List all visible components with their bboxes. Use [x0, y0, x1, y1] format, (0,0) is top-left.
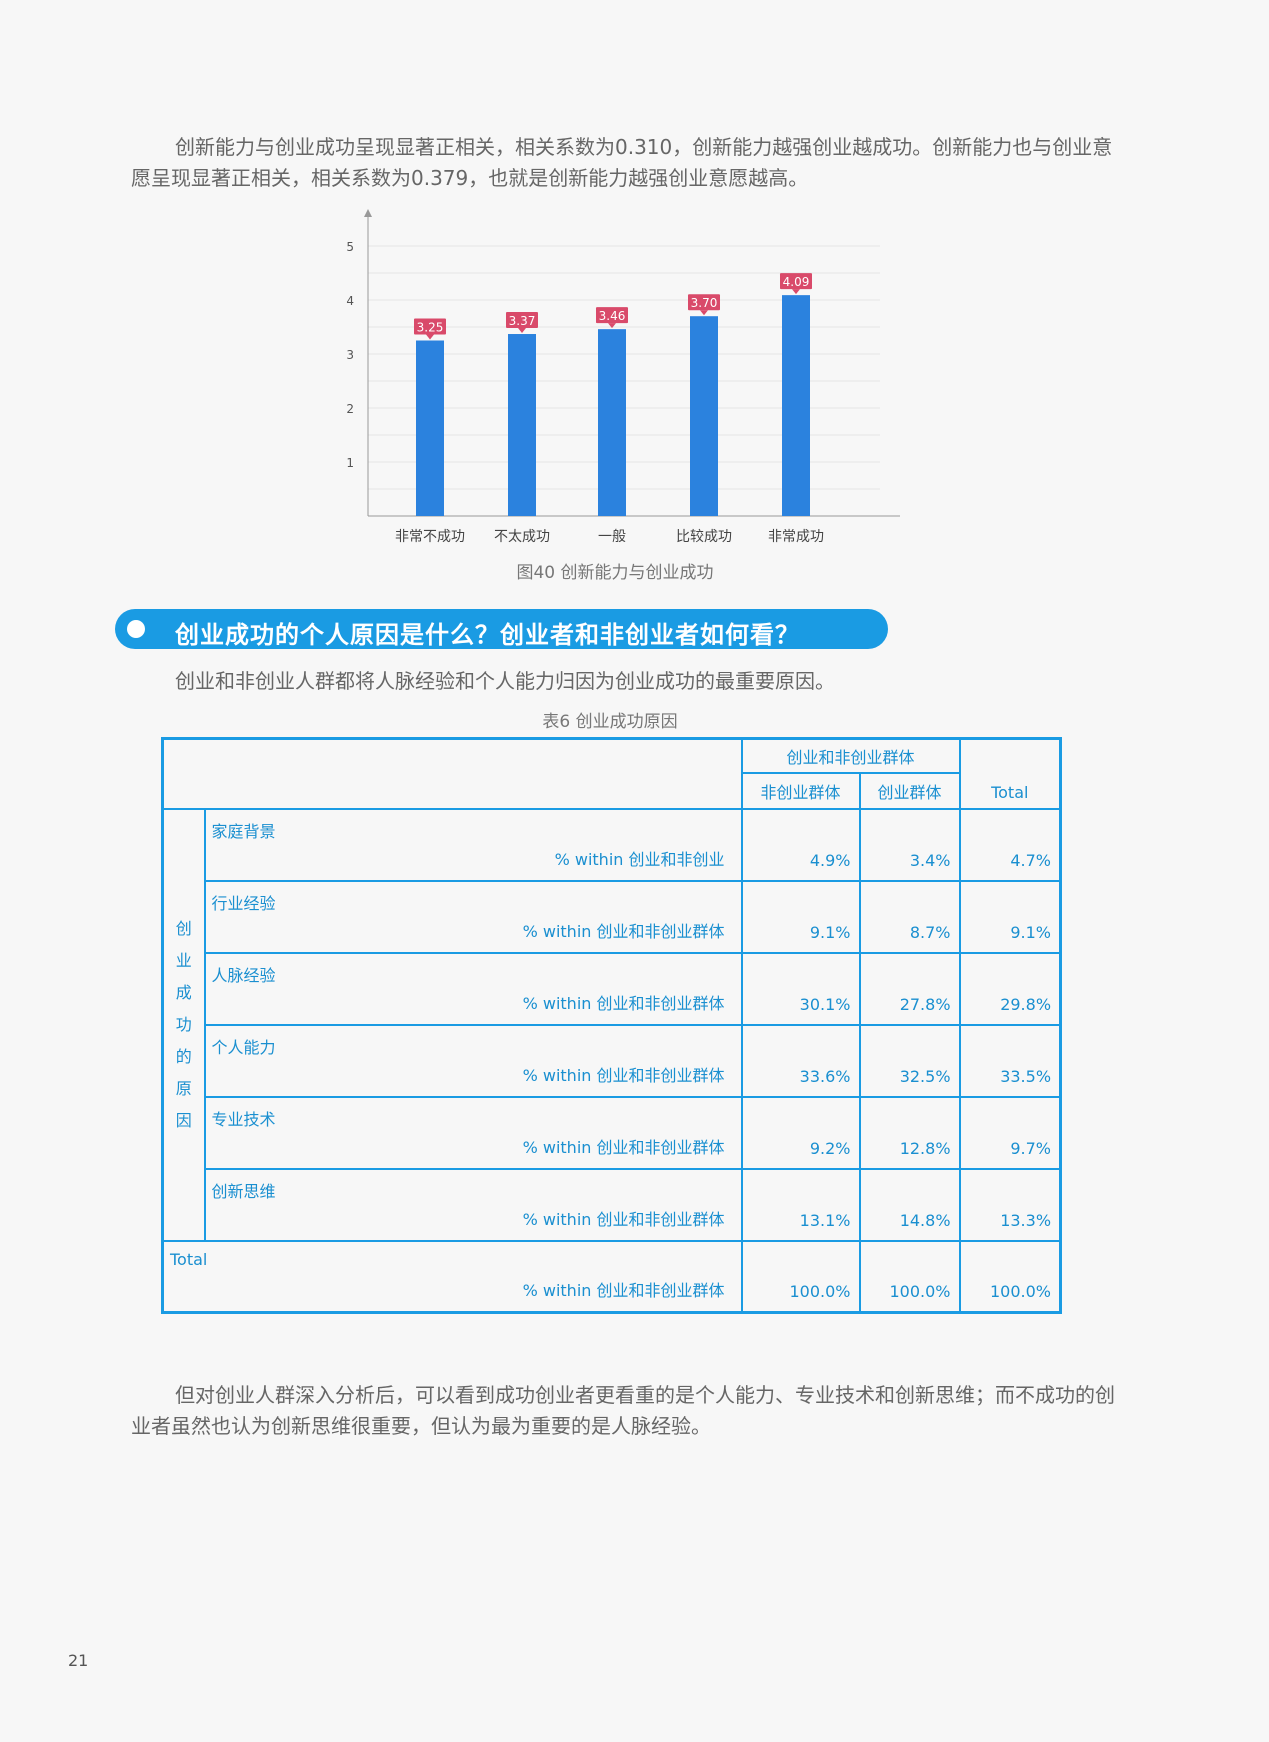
table-corner-cell: [161, 737, 743, 810]
x-tick-label: 不太成功: [494, 529, 550, 545]
table-cell: 3.4%: [858, 807, 961, 882]
table-caption: 表6 创业成功原因: [542, 712, 678, 732]
table-cell: 9.7%: [958, 1095, 1062, 1170]
table-cell: 100.0%: [740, 1239, 861, 1314]
chart-bar: [598, 329, 626, 516]
table-row-label: 行业经验% within 创业和非创业群体: [203, 879, 743, 954]
x-tick-label: 比较成功: [676, 529, 732, 545]
x-tick-label: 非常不成功: [395, 529, 465, 545]
y-tick-label: 1: [346, 456, 354, 470]
data-label-box: [596, 307, 628, 324]
table-cell: 29.8%: [958, 951, 1062, 1026]
data-label: 3.70: [691, 296, 718, 310]
data-label: 3.46: [599, 309, 626, 323]
y-tick-label: 2: [346, 402, 354, 416]
chart-bar: [782, 295, 810, 516]
intro-paragraph: 创新能力与创业成功呈现显著正相关，相关系数为0.310，创新能力越强创业越成功。…: [131, 135, 1113, 190]
data-label-pointer-icon: [700, 310, 708, 316]
table-cell: 33.6%: [740, 1023, 861, 1098]
y-tick-label: 5: [346, 240, 354, 254]
table-cell: 9.2%: [740, 1095, 861, 1170]
table-cell: 14.8%: [858, 1167, 961, 1242]
table-cell: 30.1%: [740, 951, 861, 1026]
table-row-label: 家庭背景% within 创业和非创业: [203, 807, 743, 882]
chart-bar: [508, 334, 536, 516]
table-cell: 4.7%: [958, 807, 1062, 882]
data-label-pointer-icon: [792, 289, 800, 295]
table-cell: 13.3%: [958, 1167, 1062, 1242]
analysis-paragraph: 但对创业人群深入分析后，可以看到成功创业者更看重的是个人能力、专业技术和创新思维…: [131, 1383, 1115, 1438]
group-header: 创业和非创业群体: [740, 737, 961, 774]
reason-paragraph: 创业和非创业人群都将人脉经验和个人能力归因为创业成功的最重要原因。: [175, 669, 835, 693]
data-label-box: [780, 273, 812, 290]
data-label-pointer-icon: [608, 323, 616, 329]
data-label: 4.09: [783, 275, 810, 289]
table-cell: 13.1%: [740, 1167, 861, 1242]
data-label-box: [688, 294, 720, 311]
table-cell: 33.5%: [958, 1023, 1062, 1098]
table-cell: 9.1%: [958, 879, 1062, 954]
data-label-pointer-icon: [518, 328, 526, 334]
data-label: 3.37: [509, 314, 536, 328]
entrepreneur-header: 创业群体: [858, 771, 961, 810]
table-row-label: 专业技术% within 创业和非创业群体: [203, 1095, 743, 1170]
chart-bar: [416, 340, 444, 516]
x-tick-label: 非常成功: [768, 529, 824, 545]
table-total-label: Total% within 创业和非创业群体: [161, 1239, 743, 1314]
reasons-table: 创业和非创业群体 Total 非创业群体 创业群体 创业成功的原因 家庭背景% …: [161, 737, 1063, 1314]
data-label-box: [414, 318, 446, 335]
table-cell: 8.7%: [858, 879, 961, 954]
table-cell: 32.5%: [858, 1023, 961, 1098]
y-axis-arrow-icon: [364, 209, 372, 217]
table-cell: 27.8%: [858, 951, 961, 1026]
figure-caption: 图40 创新能力与创业成功: [516, 563, 714, 583]
table-cell: 100.0%: [858, 1239, 961, 1314]
data-label: 3.25: [417, 321, 444, 335]
bar-chart: 1 2 3 4 5 3.25 非常不成功 3.37 不太成功 3.46 一般 3.70 比较成功 4.09…: [346, 209, 900, 545]
table-cell: 12.8%: [858, 1095, 961, 1170]
chart-bar: [690, 316, 718, 516]
bullet-dot-icon: [127, 620, 145, 638]
table-row-label: 创新思维% within 创业和非创业群体: [203, 1167, 743, 1242]
non-entrepreneur-header: 非创业群体: [740, 771, 861, 810]
y-tick-label: 4: [346, 294, 354, 308]
section-title: 创业成功的个人原因是什么？创业者和非创业者如何看？: [175, 621, 800, 649]
data-label-pointer-icon: [426, 334, 434, 340]
table-cell: 9.1%: [740, 879, 861, 954]
total-header: Total: [958, 737, 1062, 810]
x-tick-label: 一般: [598, 529, 626, 545]
table-row-label: 人脉经验% within 创业和非创业群体: [203, 951, 743, 1026]
page-number: 21: [68, 1651, 89, 1670]
data-label-box: [506, 312, 538, 329]
side-label: 创业成功的原因: [161, 807, 206, 1242]
table-cell: 100.0%: [958, 1239, 1062, 1314]
section-banner: 创业成功的个人原因是什么？创业者和非创业者如何看？: [115, 609, 888, 649]
table-cell: 4.9%: [740, 807, 861, 882]
y-tick-label: 3: [346, 348, 354, 362]
table-row-label: 个人能力% within 创业和非创业群体: [203, 1023, 743, 1098]
